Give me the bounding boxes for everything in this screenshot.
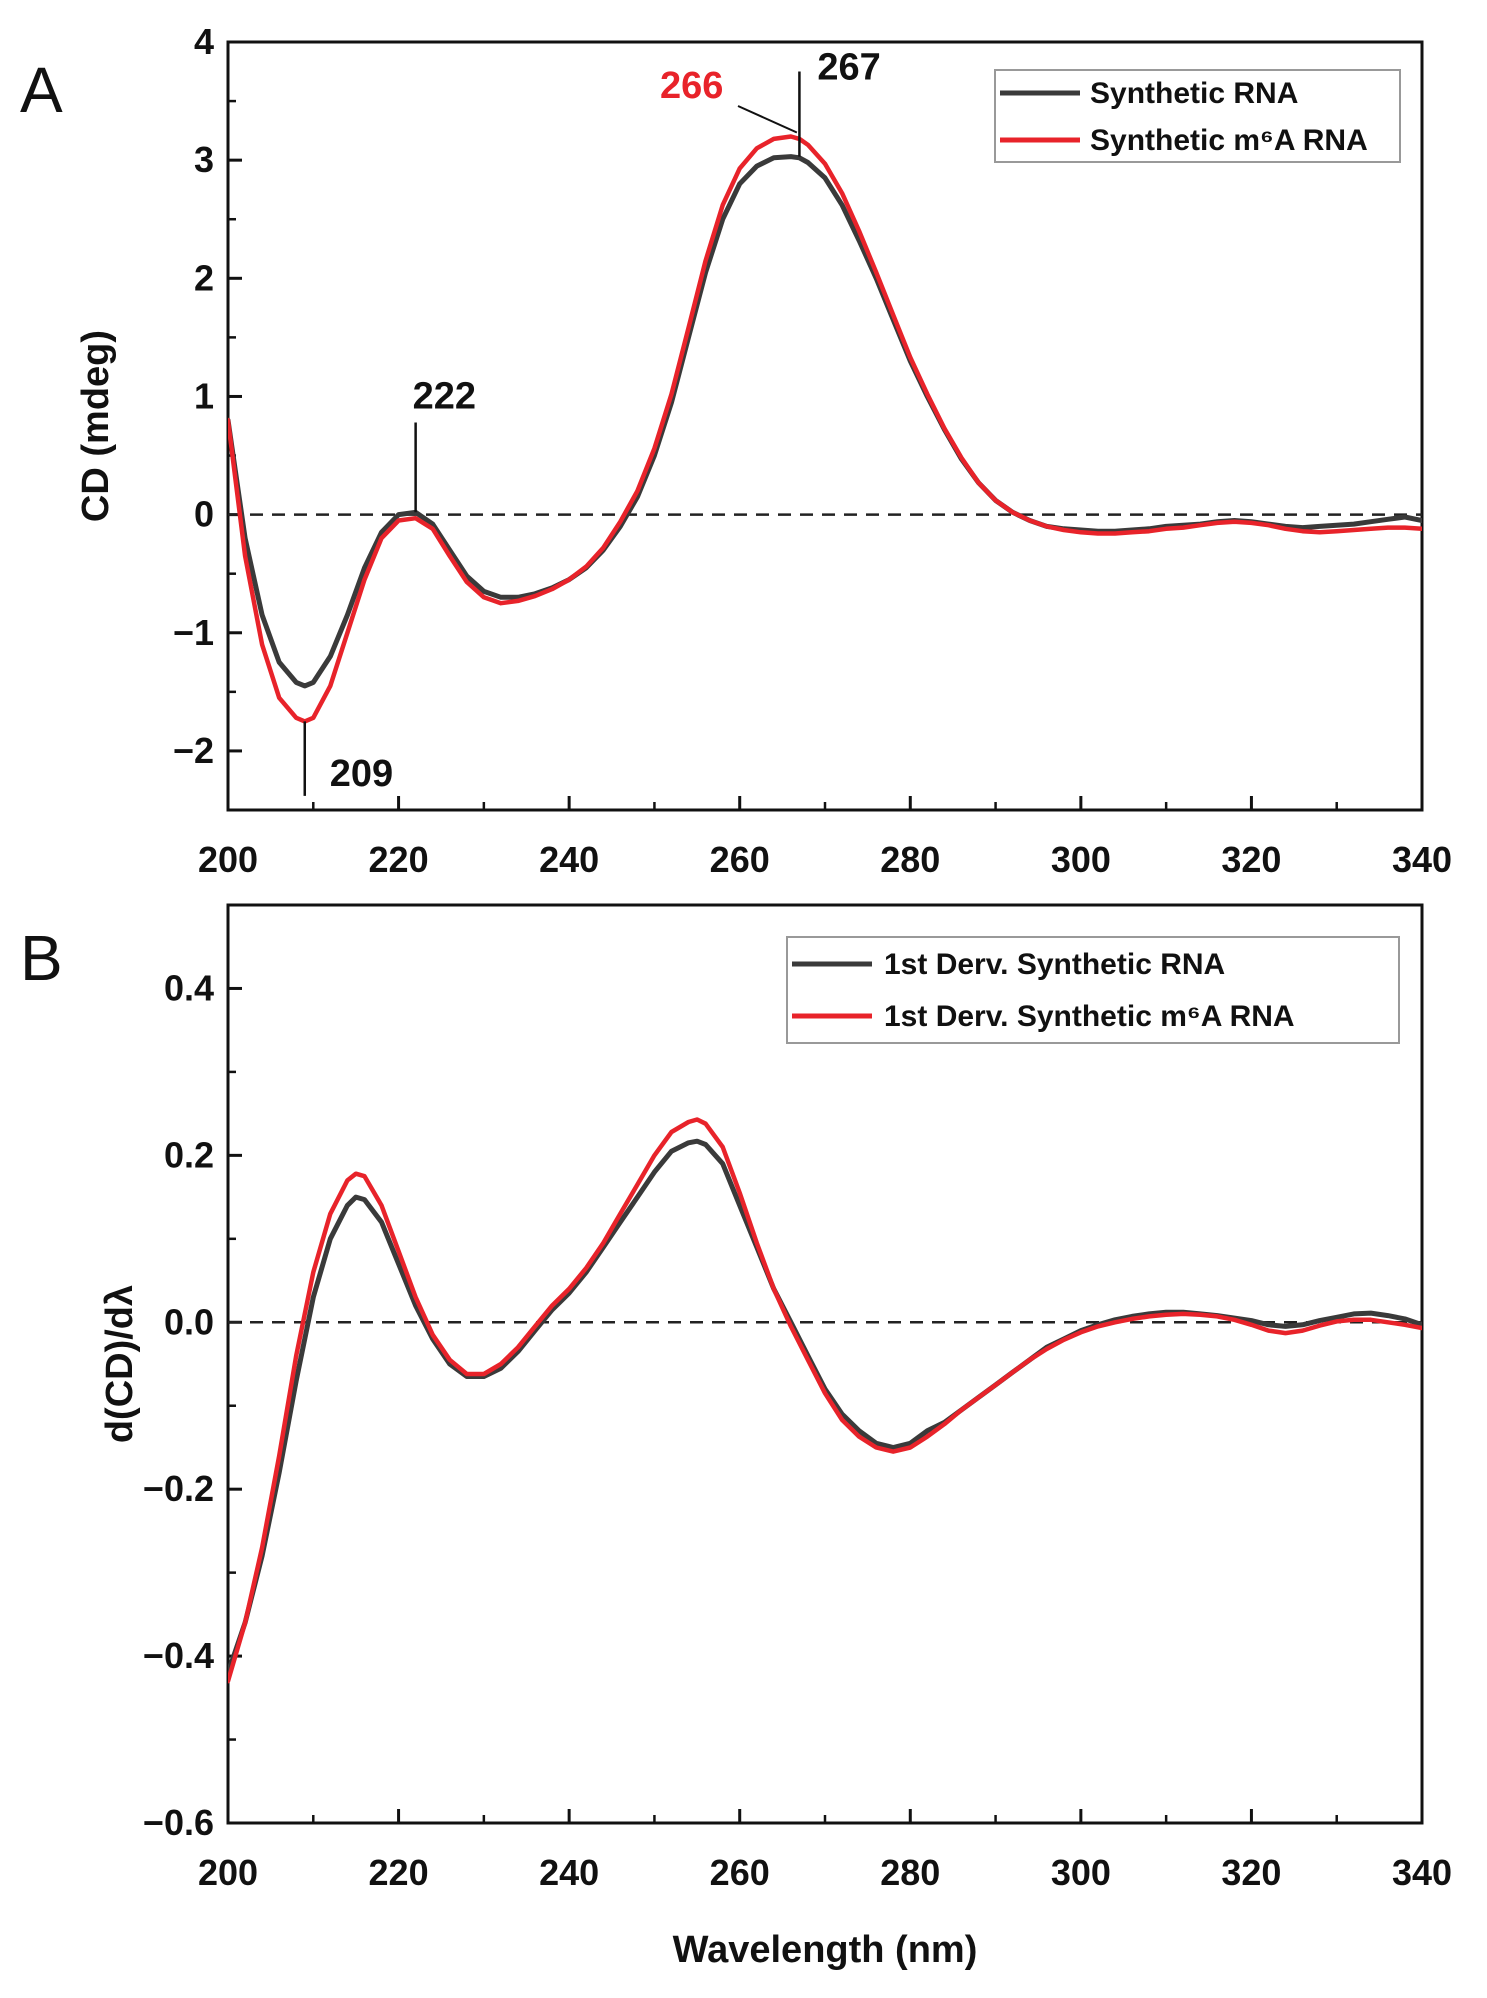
x-tick-label: 280 — [880, 839, 940, 880]
legend-entry: 1st Derv. Synthetic m⁶A RNA — [884, 1000, 1295, 1033]
x-tick-label: 300 — [1051, 839, 1111, 880]
peak-label: 266 — [660, 65, 723, 107]
x-tick-label: 260 — [710, 1852, 770, 1893]
x-tick-label: 340 — [1392, 1852, 1452, 1893]
legend-entry: Synthetic RNA — [1090, 77, 1298, 110]
y-tick-label: 0.4 — [164, 967, 214, 1008]
y-axis-label: CD (mdeg) — [75, 330, 117, 522]
y-tick-label: −1 — [173, 612, 214, 653]
y-tick-label: 0.0 — [164, 1301, 214, 1342]
legend-entry: Synthetic m⁶A RNA — [1090, 124, 1368, 157]
panel-letter: A — [20, 54, 63, 126]
peak-label: 267 — [817, 47, 880, 89]
peak-label: 209 — [330, 753, 393, 795]
peak-leader-line — [737, 105, 798, 134]
x-tick-label: 240 — [539, 839, 599, 880]
x-tick-label: 340 — [1392, 839, 1452, 880]
y-tick-label: 0 — [194, 494, 214, 535]
y-tick-label: −0.6 — [143, 1802, 214, 1843]
x-tick-label: 220 — [369, 839, 429, 880]
x-tick-label: 320 — [1221, 1852, 1281, 1893]
y-tick-label: −0.4 — [143, 1635, 214, 1676]
peak-label: 222 — [413, 375, 476, 417]
x-tick-label: 240 — [539, 1852, 599, 1893]
x-tick-label: 260 — [710, 839, 770, 880]
x-tick-label: 200 — [198, 839, 258, 880]
legend-box — [994, 69, 1401, 163]
y-tick-label: 0.2 — [164, 1134, 214, 1175]
x-tick-label: 320 — [1221, 839, 1281, 880]
y-tick-label: 1 — [194, 375, 214, 416]
legend-entry: 1st Derv. Synthetic RNA — [884, 948, 1225, 981]
panel-letter: B — [20, 922, 63, 994]
y-tick-label: 4 — [194, 21, 214, 62]
legend-box — [786, 936, 1400, 1044]
y-tick-label: −0.2 — [143, 1468, 214, 1509]
y-tick-label: 3 — [194, 139, 214, 180]
panel-a: 200 220 240 260 280 300 320 340 −2 −1 0 1 2 3 4 CD (mde… — [20, 21, 1452, 880]
panel-b: 200 220 240 260 280 300 320 340 −0.6 −0.4 −0.2 0.0 0… — [20, 903, 1452, 1971]
x-tick-label: 200 — [198, 1852, 258, 1893]
y-tick-label: 2 — [194, 257, 214, 298]
y-axis-label: d(CD)/dλ — [99, 1285, 141, 1443]
x-tick-label: 220 — [369, 1852, 429, 1893]
x-tick-label: 300 — [1051, 1852, 1111, 1893]
series-line-m6a — [228, 1117, 1422, 1684]
x-tick-label: 280 — [880, 1852, 940, 1893]
series-line-m6a — [228, 134, 1422, 724]
x-axis-label: Wavelength (nm) — [673, 1929, 978, 1971]
y-tick-label: −2 — [173, 730, 214, 771]
